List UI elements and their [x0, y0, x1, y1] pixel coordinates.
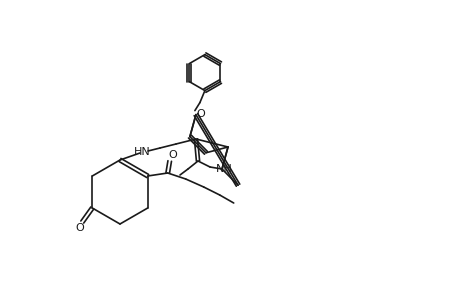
Text: HN: HN [133, 147, 150, 157]
Text: NH: NH [216, 164, 232, 174]
Text: O: O [196, 109, 205, 118]
Text: O: O [168, 150, 177, 160]
Text: O: O [75, 223, 84, 233]
